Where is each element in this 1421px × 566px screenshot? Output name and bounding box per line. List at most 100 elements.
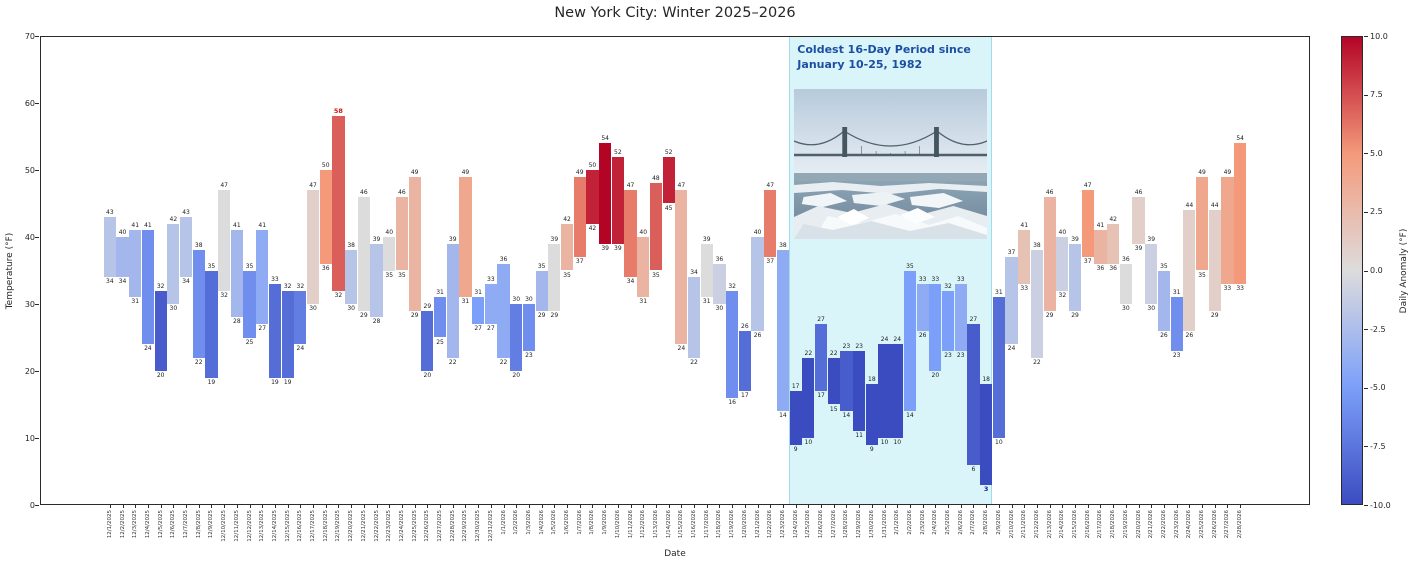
- low-temp-label: 23: [525, 351, 533, 359]
- colorbar-tick: [1364, 94, 1368, 96]
- low-temp-label: 37: [575, 258, 584, 266]
- low-temp-label: 14: [842, 412, 851, 420]
- low-temp-label: 34: [182, 278, 190, 286]
- y-tick-label: 60: [24, 98, 35, 108]
- x-tick-label: 1/18/2026: [716, 510, 723, 539]
- x-tick: [147, 505, 149, 508]
- low-temp-label: 19: [207, 378, 216, 386]
- x-tick: [935, 505, 937, 508]
- high-temp-label: 41: [1096, 222, 1105, 230]
- x-tick: [579, 505, 581, 508]
- x-tick-label: 12/18/2025: [322, 510, 329, 542]
- temp-bar: [726, 290, 739, 398]
- x-tick-label: 12/7/2025: [183, 510, 190, 539]
- x-tick: [274, 505, 276, 508]
- low-temp-label: 37: [1083, 258, 1092, 266]
- x-tick: [922, 505, 924, 508]
- x-tick-label: 12/31/2025: [487, 510, 494, 542]
- high-temp-label: 31: [474, 289, 482, 297]
- temp-bar: [103, 216, 116, 278]
- low-temp-label: 42: [588, 224, 597, 232]
- y-tick: [35, 170, 39, 171]
- low-temp-label: 24: [677, 345, 686, 353]
- x-tick: [567, 505, 569, 508]
- temp-bar: [332, 116, 345, 291]
- temp-bar: [649, 183, 663, 271]
- x-tick: [1113, 505, 1115, 508]
- x-tick: [325, 505, 327, 508]
- x-tick: [122, 505, 124, 508]
- low-temp-label: 30: [309, 305, 317, 312]
- temp-bar: [383, 237, 396, 271]
- temp-bar: [1132, 196, 1145, 244]
- high-temp-label: 38: [347, 242, 355, 250]
- high-temp-label: 36: [1122, 255, 1130, 263]
- low-temp-label: 27: [258, 325, 267, 333]
- temp-bar: [929, 283, 942, 371]
- x-tick-label: 12/6/2025: [170, 510, 177, 539]
- x-tick: [1036, 505, 1038, 508]
- x-tick-label: 12/5/2025: [157, 510, 164, 539]
- x-tick: [490, 505, 492, 508]
- high-temp-label: 41: [258, 222, 267, 230]
- low-temp-label: 19: [271, 378, 279, 386]
- colorbar-tick: [1364, 329, 1368, 331]
- high-temp-label: 58: [333, 107, 343, 116]
- x-tick: [414, 505, 416, 508]
- x-tick-label: 12/13/2025: [259, 510, 266, 542]
- x-tick: [859, 505, 861, 508]
- x-tick-label: 2/27/2026: [1224, 510, 1231, 539]
- high-temp-label: 50: [321, 162, 330, 169]
- x-tick-label: 12/19/2025: [335, 510, 342, 542]
- x-tick: [655, 505, 657, 508]
- temp-bar: [1094, 230, 1107, 264]
- temp-bar: [116, 237, 129, 278]
- y-tick: [35, 36, 39, 37]
- x-tick-label: 1/24/2026: [792, 510, 799, 539]
- high-temp-label: 54: [601, 135, 609, 143]
- temp-bar: [611, 156, 624, 244]
- high-temp-label: 41: [144, 222, 152, 230]
- photo-water-and-ice: [794, 181, 988, 239]
- low-temp-label: 33: [1020, 284, 1029, 292]
- high-temp-label: 46: [1045, 188, 1054, 196]
- low-temp-label: 9: [793, 445, 798, 453]
- low-temp-label: 33: [1223, 284, 1232, 292]
- high-temp-label: 47: [1083, 182, 1092, 190]
- x-tick-label: 2/16/2026: [1084, 510, 1091, 539]
- x-tick-label: 1/11/2026: [627, 510, 634, 539]
- x-tick-label: 1/28/2026: [843, 510, 850, 539]
- high-temp-label: 47: [677, 182, 686, 190]
- temp-bar: [941, 290, 955, 351]
- x-axis-label: Date: [664, 549, 686, 559]
- high-temp-label: 49: [410, 168, 419, 176]
- colorbar-tick-label: 7.5: [1370, 90, 1383, 100]
- high-temp-label: 24: [880, 336, 889, 344]
- high-temp-label: 39: [372, 235, 381, 243]
- low-temp-label: 10: [893, 439, 902, 446]
- x-tick: [681, 505, 683, 508]
- x-tick: [897, 505, 899, 508]
- x-tick-label: 2/18/2026: [1110, 510, 1117, 539]
- colorbar-tick: [1364, 153, 1368, 155]
- low-temp-label: 34: [626, 278, 635, 286]
- high-temp-label: 49: [1223, 168, 1232, 176]
- colorbar-tick: [1364, 270, 1368, 272]
- x-tick-label: 12/25/2025: [411, 510, 418, 542]
- x-tick: [909, 505, 911, 508]
- temp-bar: [687, 277, 701, 358]
- temp-bar: [776, 250, 790, 412]
- low-temp-label: 28: [233, 318, 241, 326]
- x-tick-label: 1/19/2026: [729, 510, 736, 539]
- y-tick-label: 10: [24, 433, 35, 443]
- y-tick-label: 0: [29, 500, 35, 510]
- x-tick: [173, 505, 175, 508]
- x-tick-label: 2/11/2026: [1021, 510, 1028, 539]
- temp-bar: [903, 270, 917, 412]
- x-tick-label: 1/4/2026: [538, 510, 545, 535]
- x-tick: [249, 505, 251, 508]
- temp-bar: [637, 237, 650, 298]
- x-tick-label: 1/27/2026: [830, 510, 837, 539]
- x-tick: [871, 505, 873, 508]
- annotation-line-1: Coldest 16-Day Period since: [797, 43, 971, 56]
